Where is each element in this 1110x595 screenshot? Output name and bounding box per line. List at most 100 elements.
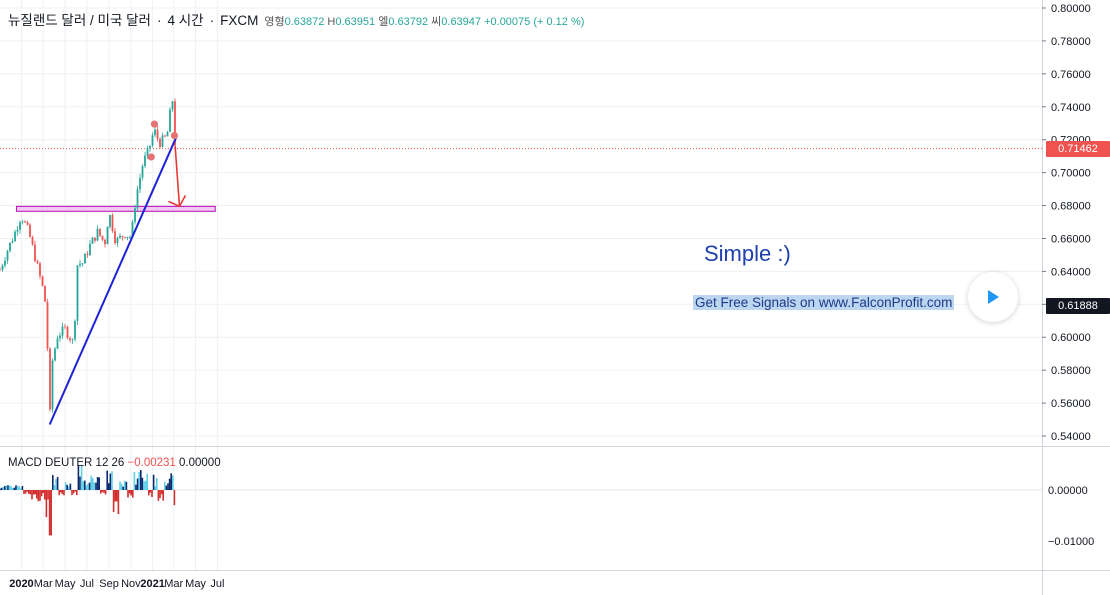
time-axis-label: Nov	[121, 578, 141, 590]
candle-body	[149, 145, 151, 149]
candle-body	[141, 165, 144, 178]
macd-bar	[133, 472, 136, 490]
candle-body	[81, 263, 84, 265]
macd-bar	[98, 477, 100, 490]
macd-bar	[4, 486, 6, 490]
candle-body	[6, 250, 9, 261]
macd-bar	[72, 490, 75, 494]
candle-body	[76, 265, 79, 321]
macd-bar	[21, 485, 24, 490]
time-axis-label: Mar	[164, 578, 183, 590]
pivot-marker	[147, 153, 155, 161]
candle-body	[86, 254, 89, 256]
macd-bar	[85, 485, 88, 490]
macd-bar	[0, 488, 1, 490]
open-value: 0.63872	[284, 16, 325, 28]
candle-body	[139, 177, 141, 190]
candle-body	[114, 231, 116, 243]
macd-bar	[92, 478, 94, 490]
macd-bar	[157, 490, 160, 501]
macd-bar	[143, 481, 145, 490]
candle-body	[166, 132, 169, 137]
candle-body	[154, 129, 156, 136]
macd-axis-label: −0.01000	[1048, 536, 1094, 548]
macd-bar	[24, 490, 27, 494]
candle-body	[121, 235, 124, 237]
candle-body	[91, 237, 94, 244]
macd-bar	[0, 487, 3, 490]
time-axis-label: Jul	[210, 578, 224, 590]
macd-bar	[149, 490, 152, 493]
price-axis-label: 0.66000	[1051, 233, 1091, 245]
last-price-tag: 0.71462	[1046, 140, 1110, 157]
interval-label[interactable]: 4 시간	[167, 13, 204, 28]
macd-bar	[34, 490, 36, 495]
candle-body	[124, 236, 126, 238]
macd-bar	[20, 488, 22, 490]
candle-body	[171, 101, 174, 110]
macd-bar	[109, 473, 112, 490]
candle-body	[56, 338, 59, 349]
candle-body	[54, 348, 56, 361]
macd-bar	[63, 490, 65, 496]
candle-body	[159, 138, 161, 147]
candle-body	[11, 241, 14, 243]
macd-bar	[116, 490, 118, 502]
macd-bar	[172, 475, 174, 490]
down-arrow-shaft	[174, 146, 181, 207]
candle-body	[44, 285, 46, 302]
macd-bar	[61, 490, 64, 495]
candle-body	[66, 327, 69, 338]
candle-body	[111, 215, 114, 232]
macd-bar	[44, 490, 46, 500]
macd-legend[interactable]: MACD DEUTER 12 26 −0.00231 0.00000	[8, 457, 221, 469]
macd-bar	[101, 490, 104, 493]
candle-body	[0, 269, 1, 271]
play-button[interactable]	[968, 272, 1018, 322]
candle-body	[61, 326, 64, 336]
symbol-name[interactable]: 뉴질랜드 달러 / 미국 달러	[8, 13, 151, 28]
price-axis-label: 0.78000	[1051, 36, 1091, 48]
resistance-zone	[15, 205, 216, 212]
macd-bar	[77, 464, 80, 490]
macd-bar	[108, 483, 110, 490]
candle-body	[31, 236, 34, 245]
candle-body	[4, 260, 6, 266]
high-value: 0.63951	[335, 16, 376, 28]
macd-bar	[2, 487, 4, 490]
macd-bar	[18, 486, 20, 490]
low-value: 0.63792	[388, 16, 429, 28]
macd-bar	[151, 490, 153, 498]
macd-bar	[122, 486, 124, 490]
annotation-simple: Simple :)	[704, 241, 791, 266]
macd-bar	[104, 490, 107, 495]
candle-body	[104, 239, 106, 245]
candle-body	[19, 222, 21, 230]
candle-body	[49, 348, 51, 410]
macd-bar	[165, 485, 168, 490]
macd-bar	[40, 490, 43, 497]
price-axis-label: 0.80000	[1051, 3, 1091, 15]
macd-bar	[48, 490, 51, 536]
macd-bar	[64, 482, 67, 490]
macd-bar	[154, 486, 156, 490]
macd-bar	[106, 470, 108, 490]
macd-bar	[42, 490, 44, 494]
macd-bar	[119, 481, 121, 490]
macd-bar	[141, 477, 144, 490]
macd-bar	[124, 481, 126, 490]
macd-bar	[132, 490, 134, 498]
candle-body	[9, 242, 11, 251]
macd-bar	[16, 485, 19, 490]
macd-bar	[146, 473, 148, 490]
macd-bar	[95, 482, 97, 490]
macd-bar	[47, 490, 49, 500]
candle-body	[51, 360, 54, 410]
macd-value-1: −0.00231	[127, 457, 176, 469]
open-label: 영형	[264, 16, 285, 28]
macd-bar	[152, 474, 155, 490]
macd-bar	[112, 490, 115, 513]
macd-bar	[5, 485, 8, 490]
candle-body	[16, 229, 19, 232]
